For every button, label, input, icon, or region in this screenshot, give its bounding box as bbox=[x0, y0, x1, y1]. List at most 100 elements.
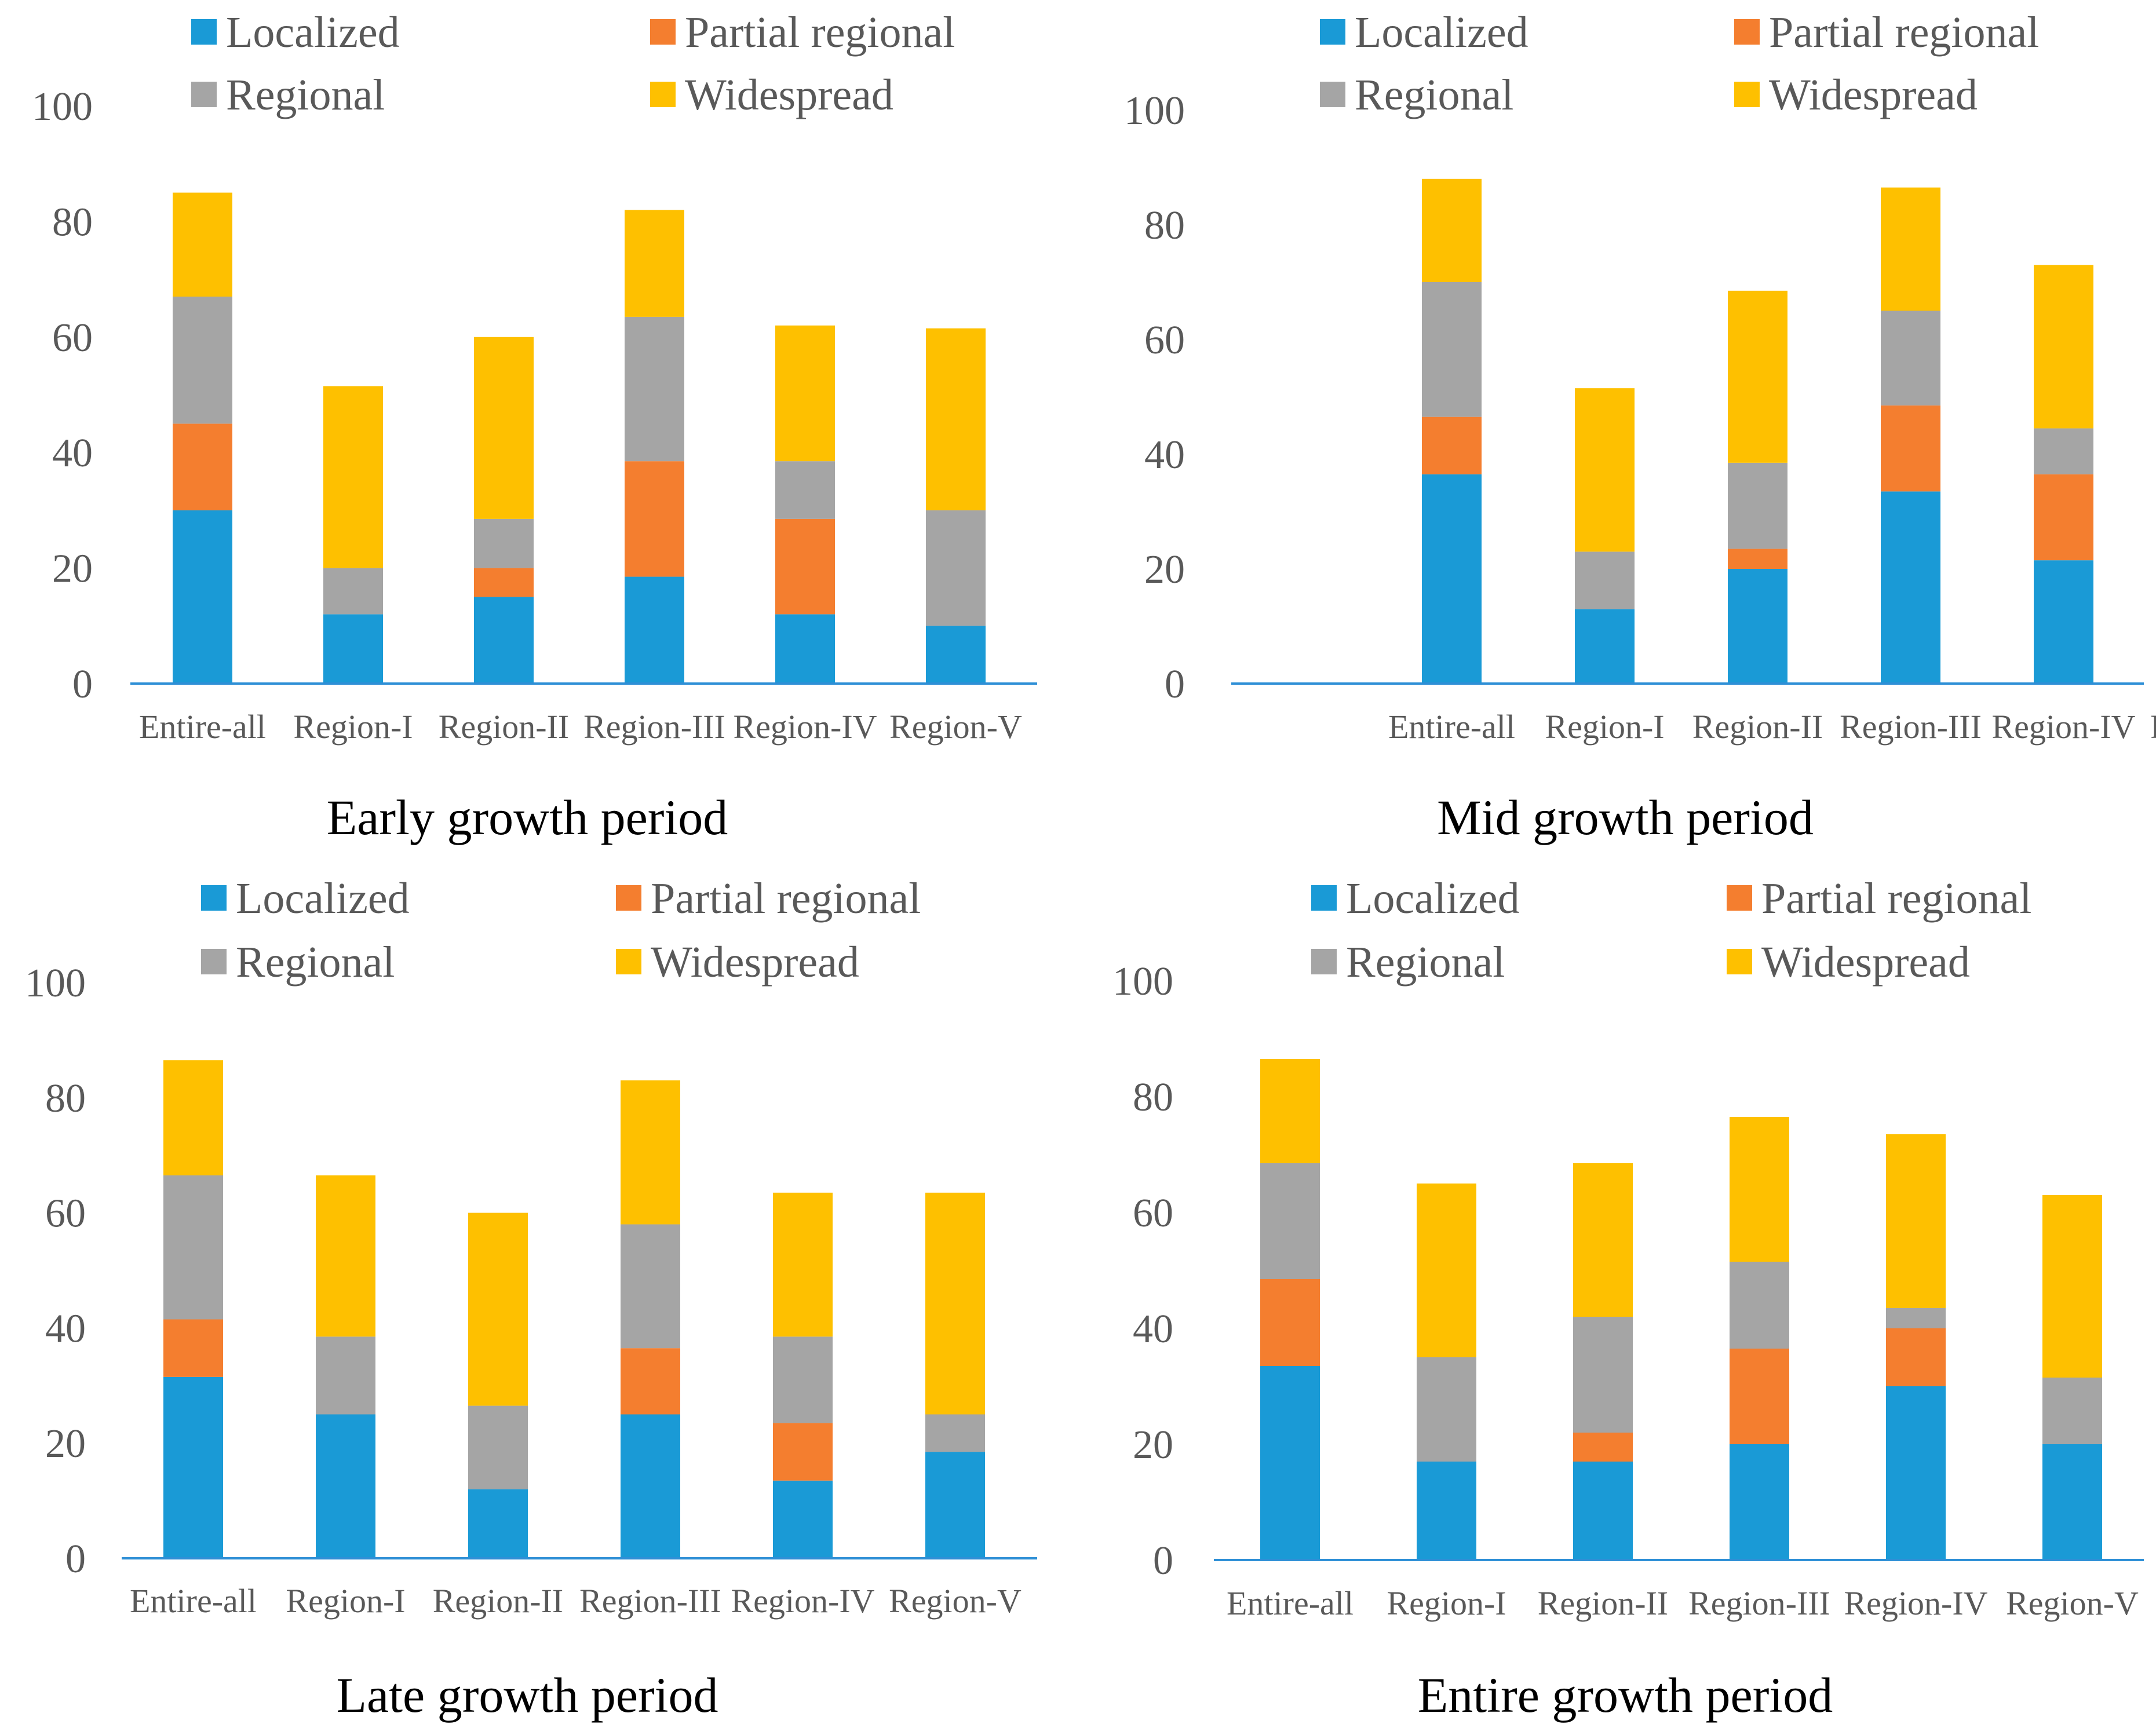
bar-segment-regional bbox=[2034, 428, 2093, 474]
legend-swatch-partial-regional bbox=[650, 19, 676, 45]
bar-segment-widespread bbox=[468, 1212, 528, 1406]
legend-swatch-localized bbox=[1320, 19, 1345, 45]
bar-segment-widespread bbox=[316, 1175, 375, 1337]
bar-segment-partial-regional bbox=[1573, 1433, 1633, 1462]
legend-label-partial-regional: Partial regional bbox=[1769, 8, 2039, 57]
x-category-label: Region-III bbox=[1688, 1584, 1830, 1622]
y-axis-ticks: 0 20 40 60 80 100 bbox=[25, 961, 86, 1581]
x-category-label: Region-II bbox=[433, 1582, 564, 1620]
bar-segment-regional bbox=[468, 1405, 528, 1489]
chart-title: Early growth period bbox=[327, 790, 728, 845]
bar-segment-localized bbox=[1728, 569, 1787, 684]
x-category-label: Entire-all bbox=[130, 1582, 257, 1620]
legend-label-widespread: Widespread bbox=[1761, 938, 1970, 987]
bar-segment-localized bbox=[1730, 1444, 1789, 1560]
bar-segment-widespread bbox=[2034, 265, 2093, 429]
bar-segment-widespread bbox=[1886, 1134, 1946, 1308]
x-category-label: Region-IV bbox=[1991, 708, 2135, 746]
y-tick-label: 80 bbox=[52, 200, 93, 244]
bar-segment-localized bbox=[1881, 491, 1940, 684]
bar-segment-regional bbox=[2042, 1378, 2102, 1444]
bar-segment-regional bbox=[1422, 282, 1482, 417]
bar-segment-partial-regional bbox=[1728, 549, 1787, 569]
bar-segment-regional bbox=[163, 1175, 223, 1320]
bar-segment-localized bbox=[316, 1414, 375, 1558]
legend-label-regional: Regional bbox=[1346, 938, 1505, 987]
legend-label-localized: Localized bbox=[226, 8, 400, 57]
x-category-label: Region-III bbox=[579, 1582, 721, 1620]
y-tick-label: 20 bbox=[1144, 547, 1185, 592]
legend-swatch-localized bbox=[201, 885, 227, 911]
bar-segment-widespread bbox=[625, 210, 684, 317]
bar-segment-regional bbox=[925, 1414, 985, 1452]
bar-segment-regional bbox=[323, 568, 383, 615]
legend-label-partial-regional: Partial regional bbox=[685, 8, 955, 57]
y-tick-label: 100 bbox=[1124, 89, 1185, 133]
y-tick-label: 60 bbox=[45, 1192, 86, 1236]
bar-segment-localized bbox=[1573, 1462, 1633, 1560]
x-category-label: Region-IV bbox=[1844, 1584, 1987, 1622]
chart-panel-1: Localized Partial regional Regional Widespr… bbox=[32, 8, 1037, 845]
y-tick-label: 20 bbox=[1133, 1423, 1173, 1467]
bar-segment-regional bbox=[1573, 1317, 1633, 1433]
y-tick-label: 0 bbox=[1153, 1539, 1173, 1583]
legend-swatch-regional bbox=[201, 949, 227, 974]
bar-segment-localized bbox=[468, 1489, 528, 1558]
y-tick-label: 20 bbox=[52, 547, 93, 591]
legend-swatch-widespread bbox=[616, 949, 641, 974]
chart-title: Entire growth period bbox=[1418, 1667, 1833, 1723]
legend: Localized Partial regional Regional Widespr… bbox=[201, 874, 921, 987]
bar-segment-partial-regional bbox=[621, 1348, 680, 1415]
legend-swatch-regional bbox=[1311, 949, 1337, 974]
y-tick-label: 100 bbox=[1112, 959, 1173, 1004]
bar-segment-regional bbox=[621, 1224, 680, 1349]
legend-swatch-widespread bbox=[650, 82, 676, 107]
x-category-label: Region-III bbox=[1840, 708, 1982, 746]
x-category-label: Region-II bbox=[1538, 1584, 1669, 1622]
legend: Localized Partial regional Regional Widespr… bbox=[1320, 8, 2039, 119]
bar-segment-partial-regional bbox=[1881, 405, 1940, 492]
bar-segment-widespread bbox=[775, 325, 835, 462]
legend-label-widespread: Widespread bbox=[651, 938, 859, 987]
y-axis-ticks: 0 20 40 60 80 100 bbox=[1124, 89, 1185, 707]
legend-label-localized: Localized bbox=[1346, 874, 1520, 923]
bar-segment-localized bbox=[773, 1480, 833, 1558]
chart-title: Late growth period bbox=[336, 1667, 718, 1723]
bar-segment-localized bbox=[1260, 1366, 1320, 1560]
bar-segment-widespread bbox=[1728, 290, 1787, 463]
bar-segment-localized bbox=[775, 614, 835, 684]
x-category-label: Region-II bbox=[439, 708, 570, 746]
bar-segment-widespread bbox=[925, 1192, 985, 1415]
x-category-label: Region-V bbox=[889, 1582, 1022, 1620]
x-category-label: Entire-all bbox=[1388, 708, 1515, 746]
x-category-label: Region-V bbox=[2150, 708, 2156, 746]
chart-panel-3: Localized Partial regional Regional Widespr… bbox=[25, 874, 1037, 1723]
bar-segment-partial-regional bbox=[773, 1423, 833, 1481]
bar-segment-widespread bbox=[173, 192, 232, 297]
y-tick-label: 80 bbox=[1133, 1075, 1173, 1120]
bar-segment-localized bbox=[2034, 560, 2093, 684]
legend-label-widespread: Widespread bbox=[685, 71, 893, 119]
bar-segment-localized bbox=[474, 597, 534, 684]
x-category-label: Entire-all bbox=[1227, 1584, 1354, 1622]
legend: Localized Partial regional Regional Widespr… bbox=[191, 8, 955, 119]
legend-label-regional: Regional bbox=[1355, 71, 1513, 119]
legend-swatch-widespread bbox=[1727, 949, 1752, 974]
x-category-label: Region-V bbox=[889, 708, 1022, 746]
chart-panel-4: Localized Partial regional Regional Widespr… bbox=[1112, 874, 2144, 1723]
legend: Localized Partial regional Regional Widespr… bbox=[1311, 874, 2031, 987]
legend-label-partial-regional: Partial regional bbox=[1761, 874, 2031, 923]
bar-segment-regional bbox=[1575, 551, 1635, 609]
y-tick-label: 60 bbox=[52, 316, 93, 360]
legend-label-widespread: Widespread bbox=[1769, 71, 1978, 119]
bar-segment-localized bbox=[2042, 1444, 2102, 1560]
bar-segment-localized bbox=[323, 614, 383, 684]
y-tick-label: 40 bbox=[45, 1306, 86, 1351]
bar-segment-regional bbox=[1881, 311, 1940, 406]
bar-segment-partial-regional bbox=[625, 461, 684, 577]
y-tick-label: 60 bbox=[1144, 318, 1185, 363]
bar-segment-regional bbox=[775, 461, 835, 519]
legend-label-localized: Localized bbox=[1355, 8, 1528, 57]
x-category-label: Region-I bbox=[286, 1582, 405, 1620]
bar-segment-widespread bbox=[1881, 187, 1940, 311]
